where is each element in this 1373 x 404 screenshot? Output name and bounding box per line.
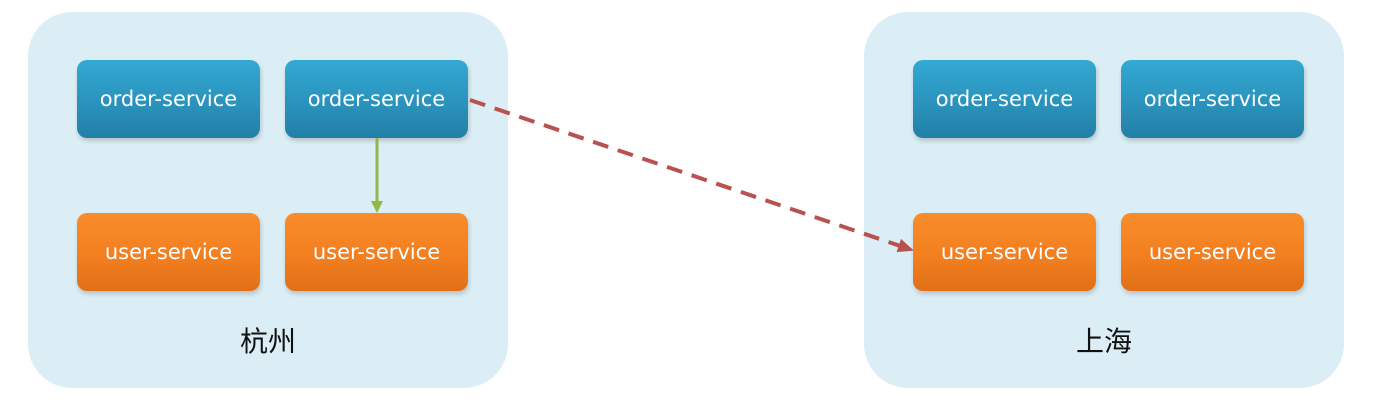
service-label: user-service: [1148, 240, 1277, 264]
cluster-label-hangzhou: 杭州: [239, 325, 296, 358]
service-label: order-service: [935, 87, 1074, 111]
shanghai-order-service-1: order-service: [913, 60, 1096, 138]
hangzhou-user-service-2: user-service: [285, 213, 468, 291]
cluster-hangzhou: order-service order-service user-service…: [28, 12, 508, 388]
shanghai-user-service-1: user-service: [913, 213, 1096, 291]
shanghai-order-service-2: order-service: [1121, 60, 1304, 138]
shanghai-user-service-2: user-service: [1121, 213, 1304, 291]
hangzhou-order-service-1: order-service: [77, 60, 260, 138]
cross-region-call-arrow: [469, 98, 914, 253]
hangzhou-user-service-1: user-service: [77, 213, 260, 291]
service-label: user-service: [104, 240, 233, 264]
cluster-shanghai: order-service order-service user-service…: [864, 12, 1344, 388]
cluster-label-shanghai: 上海: [1075, 325, 1132, 358]
service-label: user-service: [312, 240, 441, 264]
service-label: order-service: [1143, 87, 1282, 111]
service-label: order-service: [307, 87, 446, 111]
service-label: user-service: [940, 240, 1069, 264]
hangzhou-order-service-2: order-service: [285, 60, 468, 138]
service-label: order-service: [99, 87, 238, 111]
